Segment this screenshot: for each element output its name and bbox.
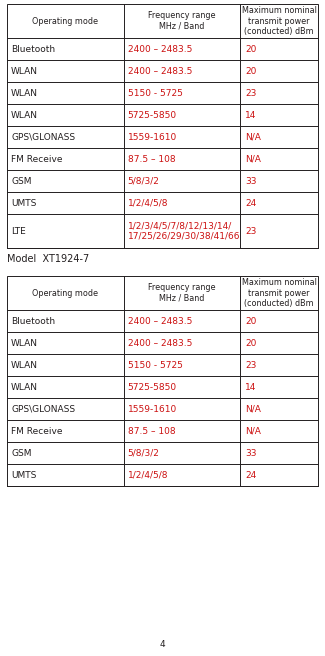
Text: 87.5 – 108: 87.5 – 108	[128, 155, 175, 163]
Text: LTE: LTE	[11, 226, 26, 236]
Text: 20: 20	[245, 338, 257, 348]
Text: UMTS: UMTS	[11, 470, 36, 480]
Text: N/A: N/A	[245, 155, 261, 163]
Text: GSM: GSM	[11, 449, 32, 457]
Text: GSM: GSM	[11, 176, 32, 186]
Text: WLAN: WLAN	[11, 338, 38, 348]
Text: 23: 23	[245, 89, 257, 98]
Text: 5/8/3/2: 5/8/3/2	[128, 449, 160, 457]
Text: WLAN: WLAN	[11, 89, 38, 98]
Text: 2400 – 2483.5: 2400 – 2483.5	[128, 66, 192, 75]
Text: WLAN: WLAN	[11, 361, 38, 369]
Text: Operating mode: Operating mode	[32, 289, 98, 298]
Text: Operating mode: Operating mode	[32, 16, 98, 26]
Text: Maximum nominal
transmit power
(conducted) dBm: Maximum nominal transmit power (conducte…	[242, 278, 317, 308]
Text: 2400 – 2483.5: 2400 – 2483.5	[128, 45, 192, 54]
Text: N/A: N/A	[245, 405, 261, 413]
Bar	[7, 276, 318, 486]
Text: Maximum nominal
transmit power
(conducted) dBm: Maximum nominal transmit power (conducte…	[242, 6, 317, 36]
Text: 14: 14	[245, 110, 257, 119]
Text: GPS\GLONASS: GPS\GLONASS	[11, 133, 75, 142]
Text: 33: 33	[245, 449, 257, 457]
Text: 20: 20	[245, 316, 257, 325]
Text: 5/8/3/2: 5/8/3/2	[128, 176, 160, 186]
Text: FM Receive: FM Receive	[11, 426, 62, 436]
Text: Frequency range
MHz / Band: Frequency range MHz / Band	[148, 283, 216, 302]
Text: 24: 24	[245, 199, 256, 207]
Text: N/A: N/A	[245, 426, 261, 436]
Text: FM Receive: FM Receive	[11, 155, 62, 163]
Text: N/A: N/A	[245, 133, 261, 142]
Text: 1/2/4/5/8: 1/2/4/5/8	[128, 470, 168, 480]
Text: 23: 23	[245, 226, 257, 236]
Text: 2400 – 2483.5: 2400 – 2483.5	[128, 338, 192, 348]
Text: 14: 14	[245, 382, 257, 392]
Text: 20: 20	[245, 66, 257, 75]
Text: GPS\GLONASS: GPS\GLONASS	[11, 405, 75, 413]
Text: Bluetooth: Bluetooth	[11, 316, 55, 325]
Text: 2400 – 2483.5: 2400 – 2483.5	[128, 316, 192, 325]
Text: 4: 4	[160, 640, 165, 649]
Text: UMTS: UMTS	[11, 199, 36, 207]
Text: 1559-1610: 1559-1610	[128, 133, 177, 142]
Text: 24: 24	[245, 470, 256, 480]
Text: 20: 20	[245, 45, 257, 54]
Text: WLAN: WLAN	[11, 382, 38, 392]
Text: 5150 - 5725: 5150 - 5725	[128, 361, 183, 369]
Bar	[7, 4, 318, 248]
Text: 1/2/3/4/5/7/8/12/13/14/
17/25/26/29/30/38/41/66: 1/2/3/4/5/7/8/12/13/14/ 17/25/26/29/30/3…	[128, 221, 240, 241]
Text: 1559-1610: 1559-1610	[128, 405, 177, 413]
Text: 33: 33	[245, 176, 257, 186]
Text: 5725-5850: 5725-5850	[128, 382, 177, 392]
Text: Model  XT1924-7: Model XT1924-7	[7, 254, 89, 264]
Text: 1/2/4/5/8: 1/2/4/5/8	[128, 199, 168, 207]
Text: WLAN: WLAN	[11, 110, 38, 119]
Text: 23: 23	[245, 361, 257, 369]
Text: 87.5 – 108: 87.5 – 108	[128, 426, 175, 436]
Text: WLAN: WLAN	[11, 66, 38, 75]
Text: 5725-5850: 5725-5850	[128, 110, 177, 119]
Text: Frequency range
MHz / Band: Frequency range MHz / Band	[148, 11, 216, 31]
Text: Bluetooth: Bluetooth	[11, 45, 55, 54]
Text: 5150 - 5725: 5150 - 5725	[128, 89, 183, 98]
